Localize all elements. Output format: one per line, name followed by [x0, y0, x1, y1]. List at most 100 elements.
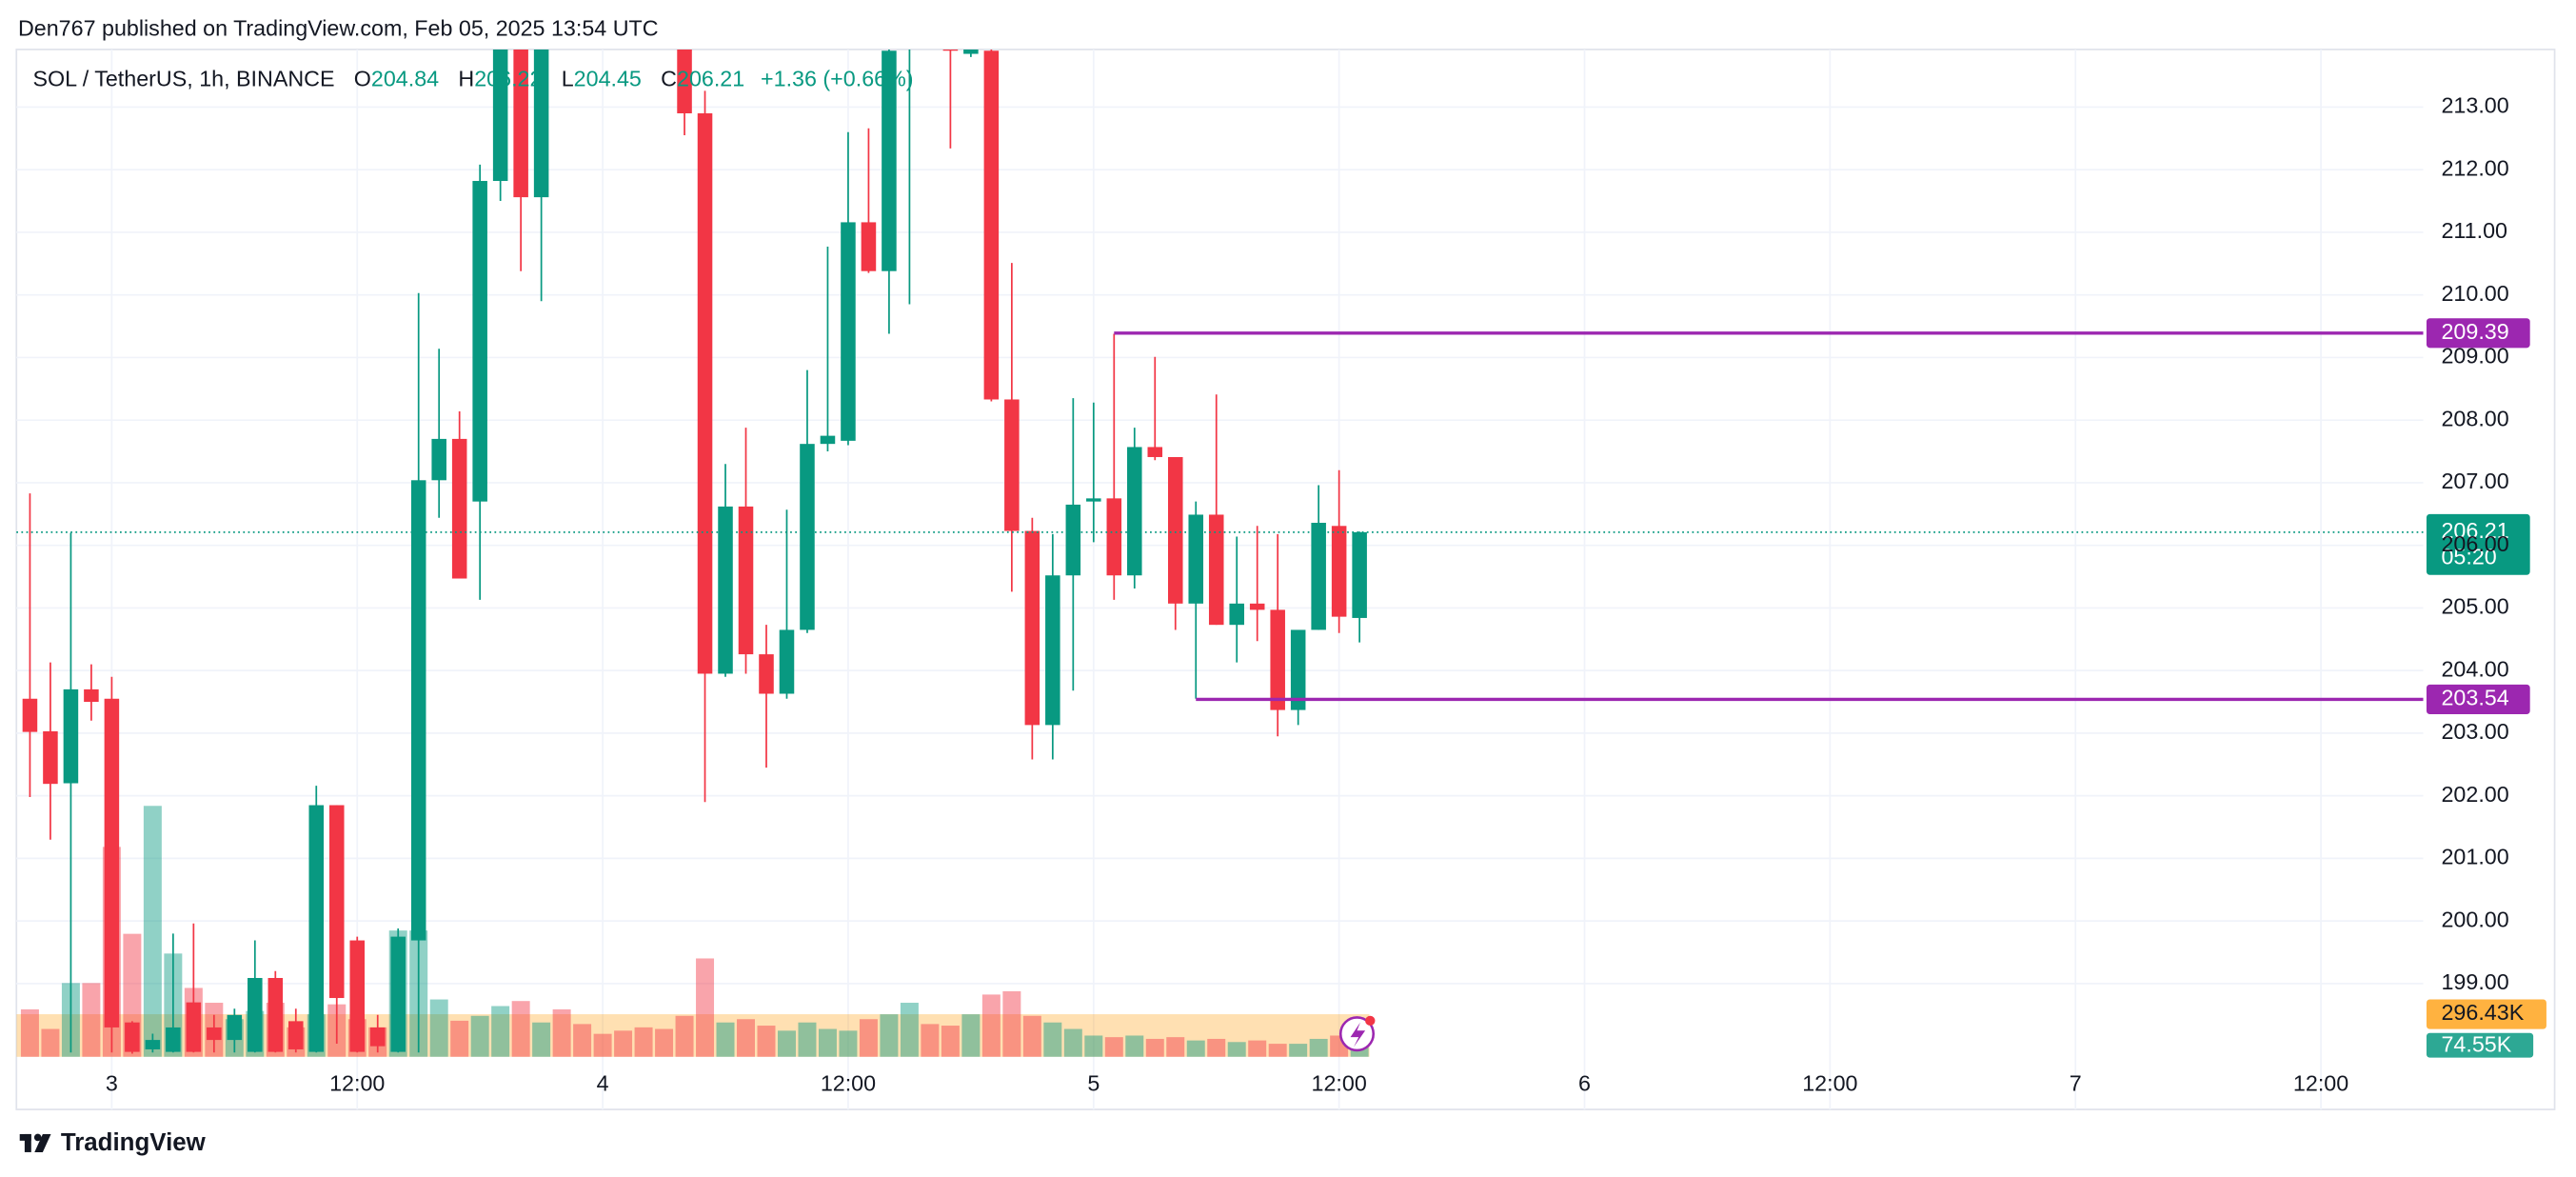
volume-bar: [1166, 1037, 1185, 1057]
volume-bar: [1043, 1022, 1062, 1057]
volume-last-box: [2426, 1032, 2534, 1058]
volume-bar: [470, 1015, 489, 1057]
x-tick-label: 6: [1578, 1070, 1591, 1095]
volume-ma-area: [16, 1014, 1370, 1057]
candle-body: [963, 49, 979, 54]
candle-body: [288, 1021, 304, 1049]
alert-bolt: [1350, 1022, 1366, 1047]
y-tick-label: 212.00: [2441, 155, 2508, 180]
volume-bar: [1350, 1046, 1369, 1057]
volume-bar: [981, 994, 1001, 1057]
candle-body: [207, 1027, 222, 1041]
candle-body: [1249, 603, 1265, 610]
y-tick-label: 202.00: [2441, 782, 2508, 807]
candle-body: [390, 936, 406, 1052]
volume-bar: [1186, 1040, 1205, 1057]
candle-body: [759, 654, 774, 694]
y-tick-label: 213.00: [2441, 93, 2508, 118]
candle-body: [820, 435, 836, 445]
candle-body: [268, 978, 284, 1052]
volume-bar: [818, 1028, 837, 1057]
candles: [22, 49, 1367, 1054]
candle-body: [718, 506, 733, 674]
candle-body: [1004, 399, 1020, 531]
candle-body: [1270, 609, 1285, 710]
candle-body: [1045, 575, 1060, 726]
ohlc-value: 204.84: [371, 67, 439, 91]
volume-bar: [1227, 1042, 1246, 1057]
volume-bar: [921, 1024, 940, 1057]
y-tick-label: 207.00: [2441, 469, 2508, 493]
volume-bar: [82, 983, 101, 1057]
volume-bar: [798, 1022, 817, 1057]
x-tick-label: 12:00: [329, 1070, 385, 1095]
volume-last-label: 74.55K: [2441, 1032, 2511, 1057]
volume-bar: [1104, 1037, 1123, 1057]
candle-body: [1127, 447, 1142, 576]
symbol-header: SOL / TetherUS, 1h, BINANCE O204.84 H206…: [33, 67, 914, 91]
ohlc-key: H: [458, 67, 474, 91]
candle-body: [125, 1022, 140, 1052]
candle-body: [1147, 447, 1163, 457]
volume-bar: [532, 1022, 551, 1057]
ohlc-value: 206.22: [474, 67, 542, 91]
candle-body: [1331, 526, 1347, 617]
candle-body: [492, 49, 508, 182]
candle-body: [1167, 456, 1183, 604]
candle-body: [308, 805, 325, 1052]
volume-bar: [941, 1026, 960, 1057]
volume-bar: [552, 1008, 571, 1057]
last-price-label: 206.21: [2441, 518, 2508, 543]
brand: TradingView: [61, 1129, 207, 1156]
y-tick-label: 211.00: [2441, 218, 2507, 243]
candle-body: [227, 1014, 243, 1041]
y-tick-label: 200.00: [2441, 907, 2508, 931]
candle-body: [431, 438, 446, 481]
last-price-box: [2426, 513, 2530, 575]
x-tick-label: 4: [597, 1070, 609, 1095]
volume-bar: [961, 1014, 981, 1057]
volume-bar: [900, 1003, 919, 1057]
ohlc-key: L: [562, 67, 574, 91]
published-note: Den767 published on TradingView.com, Feb…: [18, 15, 659, 40]
volume-bar: [1248, 1040, 1267, 1057]
chart-frame: [15, 49, 2556, 1110]
countdown-label: 05:20: [2441, 545, 2496, 569]
brand-logo: [19, 1133, 51, 1152]
volume-bar: [511, 1001, 530, 1057]
candle-body: [328, 805, 345, 999]
candle-body: [1024, 530, 1040, 726]
candle-body: [186, 1002, 202, 1052]
change: +1.36 (+0.66%): [761, 67, 914, 91]
volume-bar: [41, 1028, 60, 1057]
y-tick-label: 204.00: [2441, 656, 2508, 681]
x-tick-label: 3: [106, 1070, 118, 1095]
y-tick-label: 206.00: [2441, 531, 2508, 556]
volume-bar: [655, 1028, 674, 1057]
ohlc-value: 204.45: [574, 67, 642, 91]
candle-body: [983, 50, 1000, 400]
volume-bar: [737, 1019, 756, 1057]
volume-bar: [1022, 1015, 1041, 1057]
candle-body: [779, 629, 795, 694]
volume-bar: [1268, 1044, 1287, 1057]
y-tick-label: 209.00: [2441, 344, 2508, 369]
candle-body: [1352, 531, 1367, 618]
candle-body: [43, 730, 58, 785]
level-box: [2426, 318, 2530, 349]
y-tick-label: 203.00: [2441, 719, 2508, 744]
volume-bar: [1309, 1038, 1328, 1057]
candle-body: [1106, 498, 1122, 576]
candle-body: [513, 49, 528, 198]
candle-body: [63, 688, 79, 784]
candle-body: [472, 181, 487, 502]
x-tick-label: 12:00: [821, 1070, 876, 1095]
candle-body: [84, 688, 99, 703]
candle-body: [841, 222, 856, 441]
volume-bar: [675, 1015, 694, 1057]
candle-body: [451, 438, 467, 579]
ohlc-value: 206.21: [677, 67, 744, 91]
level-label: 203.54: [2441, 686, 2508, 710]
candle-body: [942, 49, 959, 51]
